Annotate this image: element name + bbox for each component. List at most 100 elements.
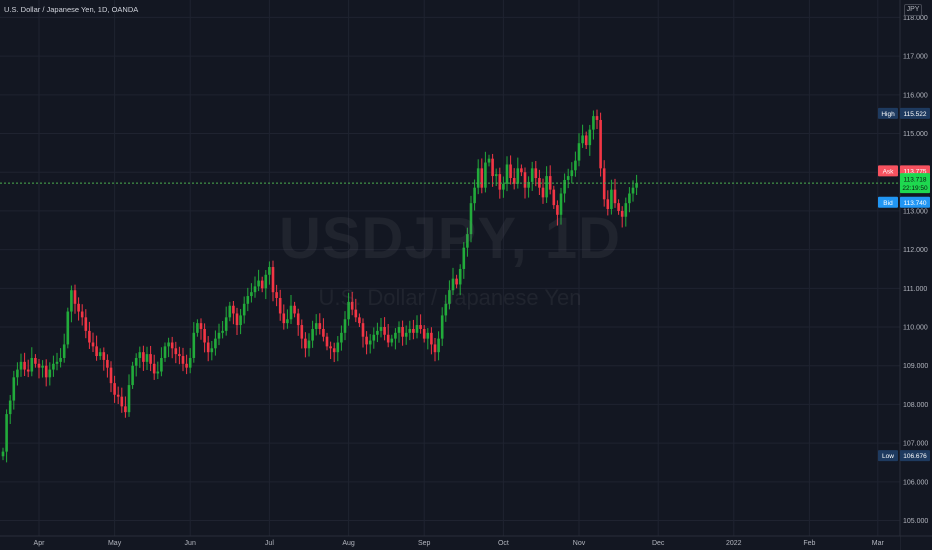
candle-body (473, 187, 476, 204)
candle (203, 323, 206, 353)
candle-body (44, 365, 48, 378)
candle (620, 206, 624, 228)
candle (19, 353, 23, 377)
candle-body (98, 352, 102, 357)
time-tick-label: Nov (573, 540, 586, 547)
candle-body (444, 303, 448, 316)
price-tick-label: 109.000 (903, 363, 928, 370)
candle (566, 168, 570, 189)
candle-body (610, 189, 613, 209)
candle (412, 319, 415, 340)
time-tick-label: 2022 (726, 540, 742, 547)
candle-body (419, 325, 422, 329)
candle (329, 341, 332, 360)
candle-body (520, 168, 523, 173)
candle-body (250, 292, 253, 297)
candle (444, 294, 448, 322)
candle-body (131, 365, 134, 386)
candle-body (55, 361, 59, 364)
candle (394, 328, 397, 350)
candle-body (286, 319, 289, 324)
candle-body (595, 116, 599, 120)
candle (336, 336, 340, 362)
candle-body (102, 352, 106, 360)
candle (426, 328, 430, 350)
candle-body (62, 344, 66, 358)
candle-body (196, 323, 199, 333)
candle (484, 151, 487, 193)
candle-body (487, 158, 491, 163)
high-tag-value: 115.522 (903, 111, 926, 118)
candle (509, 155, 512, 185)
candle (358, 313, 361, 328)
candle-body (199, 323, 203, 329)
candle (520, 164, 523, 177)
candle-body (91, 342, 95, 347)
candle-body (394, 332, 397, 339)
candle-body (203, 328, 206, 343)
candle (473, 179, 476, 211)
candle (368, 334, 372, 354)
candle (127, 374, 131, 417)
candle-body (336, 342, 340, 353)
candle (606, 190, 610, 216)
candle (232, 301, 235, 325)
candle-body (48, 369, 52, 378)
candle (253, 276, 257, 298)
bid-tag-label: Bid (883, 200, 893, 207)
price-axis-panel[interactable] (900, 0, 932, 550)
time-tick-label: Sep (418, 540, 431, 547)
price-tick-label: 111.000 (903, 286, 927, 293)
candle-body (437, 338, 440, 353)
candle-body (106, 359, 109, 368)
price-tick-label: 110.000 (903, 325, 928, 332)
candle-body (584, 135, 588, 146)
candle (318, 313, 322, 335)
candle (52, 355, 55, 377)
candle-body (181, 356, 185, 364)
candle-body (268, 267, 271, 275)
low-tag-value-bg (900, 450, 930, 462)
candle-body (16, 369, 19, 378)
candle-body (502, 183, 505, 190)
candle-body (138, 352, 142, 358)
candle (570, 162, 574, 184)
candle (185, 354, 188, 375)
candle-body (160, 357, 163, 372)
candle (134, 353, 138, 377)
candle-body (620, 210, 624, 217)
time-tick-label: Jul (265, 540, 274, 547)
candle-body (365, 336, 368, 345)
candle (73, 284, 77, 314)
candle-body (134, 357, 138, 366)
candle-body (120, 396, 124, 407)
price-tick-label: 117.000 (903, 54, 928, 61)
candle-body (264, 274, 268, 289)
bid-tag-label-bg (878, 196, 898, 208)
candle (314, 314, 318, 336)
currency-unit-button[interactable]: JPY (904, 4, 922, 16)
candle (422, 325, 426, 343)
candle (498, 167, 502, 199)
watermark-symbol: USDJPY, 1D (278, 206, 622, 271)
candle-body (257, 280, 260, 287)
candle (178, 346, 181, 365)
time-axis-panel[interactable] (0, 536, 900, 550)
candle (332, 342, 336, 363)
candle (386, 324, 390, 348)
candle-body (397, 327, 401, 333)
candle-body (556, 205, 559, 215)
low-tag-label-bg (878, 450, 898, 462)
candle (34, 354, 37, 368)
candle (466, 227, 469, 257)
ask-tag-value: 113.775 (903, 168, 926, 175)
candle-body (386, 334, 390, 343)
candle-body (214, 338, 217, 349)
ask-tag-label-bg (878, 165, 898, 177)
candle-body (282, 313, 286, 324)
chart-legend-title[interactable]: U.S. Dollar / Japanese Yen, 1D, OANDA (4, 5, 139, 14)
candle (124, 396, 127, 418)
candle (120, 387, 124, 413)
price-tick-label: 105.000 (903, 518, 928, 525)
